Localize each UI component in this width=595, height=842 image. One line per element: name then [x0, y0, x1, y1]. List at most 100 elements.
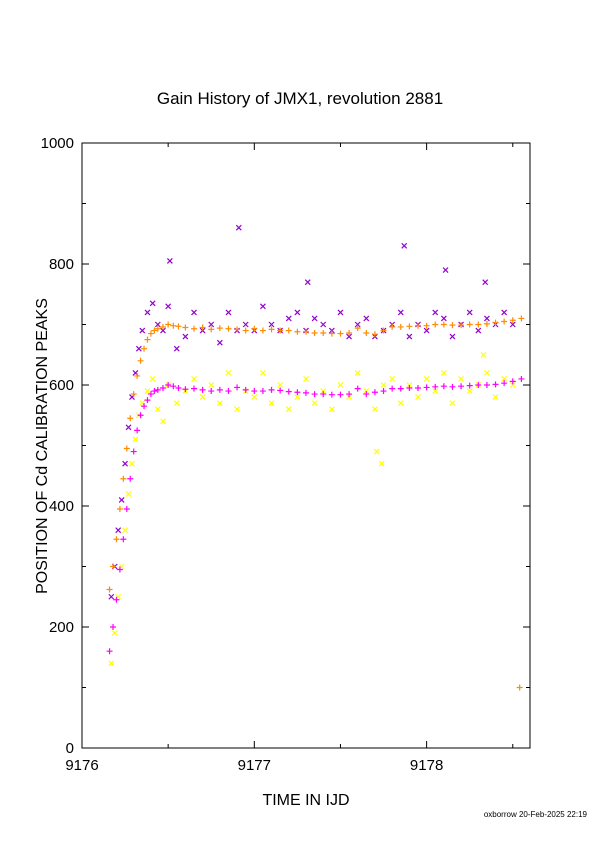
data-point	[337, 330, 344, 337]
data-point	[406, 323, 413, 330]
x-tick-label: 9178	[410, 757, 443, 774]
data-point	[458, 322, 465, 329]
data-point	[259, 327, 266, 334]
data-point	[303, 389, 309, 396]
data-point	[191, 385, 197, 392]
data-point	[328, 391, 335, 398]
data-point	[154, 386, 161, 393]
data-point	[120, 536, 127, 543]
data-point	[116, 566, 123, 573]
data-point	[354, 385, 361, 392]
chart-title: Gain History of JMX1, revolution 2881	[157, 89, 443, 108]
data-point	[285, 388, 292, 395]
data-point	[373, 448, 380, 455]
data-point	[268, 386, 275, 393]
data-point	[129, 460, 135, 467]
data-point	[475, 382, 482, 388]
data-point	[482, 279, 489, 286]
data-point	[363, 391, 370, 398]
data-point	[191, 309, 197, 316]
data-point	[311, 400, 318, 407]
data-point	[466, 309, 473, 316]
data-point	[208, 388, 215, 395]
data-point	[483, 315, 490, 322]
data-point	[475, 327, 482, 334]
data-point	[509, 378, 516, 385]
data-point	[406, 382, 413, 388]
data-point	[225, 309, 232, 316]
data-point	[170, 383, 177, 390]
data-point	[423, 384, 430, 391]
data-point	[509, 382, 516, 388]
data-point	[363, 388, 370, 394]
data-point	[120, 475, 127, 482]
data-point	[134, 372, 141, 379]
data-point	[337, 309, 344, 316]
data-point	[354, 369, 361, 376]
data-point	[199, 324, 206, 331]
data-point	[268, 326, 275, 333]
data-point	[401, 242, 408, 249]
data-point	[516, 684, 523, 691]
data-point	[501, 376, 508, 382]
data-point	[294, 389, 301, 396]
data-point	[113, 536, 120, 543]
plot-frame	[81, 142, 531, 749]
data-point	[480, 351, 487, 358]
data-point	[337, 382, 344, 388]
data-point	[147, 391, 154, 398]
data-point	[199, 386, 206, 393]
data-point	[144, 309, 151, 316]
data-point	[110, 624, 117, 630]
data-point	[440, 369, 447, 376]
data-point	[208, 321, 215, 328]
axis-ticks: 0 200 400 600 800 1000 9176 9177 9178	[41, 135, 530, 774]
data-point	[159, 323, 166, 330]
data-point	[139, 327, 146, 334]
data-point	[466, 321, 473, 328]
data-point	[199, 394, 206, 401]
data-point	[320, 391, 327, 398]
series-2	[106, 315, 525, 691]
data-point	[378, 460, 385, 467]
y-tick-label: 200	[49, 619, 74, 636]
data-point	[191, 325, 197, 332]
data-point	[144, 336, 151, 343]
data-point	[160, 418, 166, 425]
data-marks	[106, 224, 525, 691]
y-tick-label: 600	[49, 377, 74, 394]
data-point	[111, 630, 118, 636]
data-point	[216, 339, 223, 346]
data-point	[127, 415, 134, 422]
data-point	[122, 460, 129, 467]
data-point	[294, 394, 301, 401]
data-point	[380, 382, 387, 388]
data-point	[303, 376, 309, 382]
data-point	[432, 388, 439, 394]
data-point	[449, 333, 456, 340]
data-point	[363, 329, 370, 336]
data-point	[191, 376, 197, 382]
data-point	[208, 326, 215, 333]
data-point	[440, 315, 447, 322]
data-point	[144, 388, 151, 394]
data-point	[154, 325, 161, 332]
data-point	[397, 323, 404, 330]
data-point	[337, 391, 344, 398]
data-point	[311, 329, 318, 336]
data-point	[518, 315, 525, 322]
data-point	[303, 328, 309, 335]
footer-timestamp: oxborrow 20-Feb-2025 22:19	[484, 810, 588, 819]
data-point	[125, 490, 132, 497]
data-point	[285, 327, 292, 334]
data-point	[234, 384, 241, 391]
data-point	[492, 319, 499, 326]
data-point	[225, 388, 232, 395]
data-point	[165, 382, 172, 388]
data-point	[406, 385, 413, 392]
data-point	[432, 309, 439, 316]
data-point	[123, 445, 130, 452]
x-tick-label: 9177	[238, 757, 271, 774]
data-point	[108, 660, 115, 667]
data-point	[483, 369, 490, 376]
